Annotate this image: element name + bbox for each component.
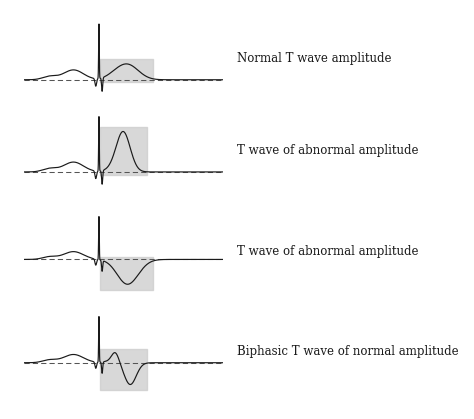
Text: Biphasic T wave of normal amplitude: Biphasic T wave of normal amplitude: [237, 345, 459, 359]
Text: Normal T wave amplitude: Normal T wave amplitude: [237, 52, 392, 65]
Text: T wave of abnormal amplitude: T wave of abnormal amplitude: [237, 144, 419, 158]
Text: T wave of abnormal amplitude: T wave of abnormal amplitude: [237, 245, 419, 258]
